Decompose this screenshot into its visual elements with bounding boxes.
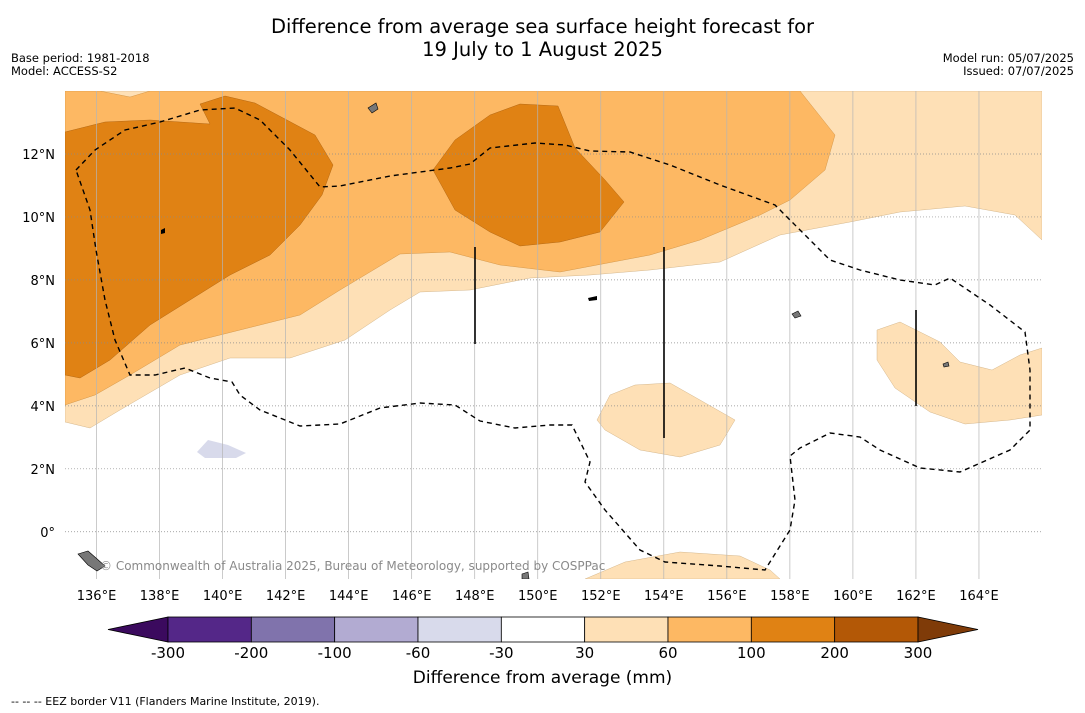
latitude-tick-label: 4°N	[31, 400, 56, 415]
longitude-tick-label: 138°E	[140, 589, 180, 604]
colorbar-extend-min	[107, 616, 169, 643]
colorbar-tick-label: 30	[575, 644, 594, 662]
colorbar-segment	[750, 616, 836, 643]
colorbar-tick-label: 60	[658, 644, 677, 662]
latitude-tick-label: 0°	[40, 526, 55, 541]
longitude-tick-label: 164°E	[959, 589, 999, 604]
map-plot-area: © Commonwealth of Australia 2025, Bureau…	[65, 91, 1042, 579]
island	[588, 296, 597, 301]
latitude-tick-label: 8°N	[31, 274, 56, 289]
latitude-tick-label: 10°N	[22, 211, 55, 226]
island	[791, 310, 802, 319]
colorbar-extend-max	[917, 616, 979, 643]
island	[77, 550, 106, 572]
colorbar-tick-label: 300	[904, 644, 933, 662]
longitude-tick-label: 156°E	[707, 589, 747, 604]
map-credit: © Commonwealth of Australia 2025, Bureau…	[100, 559, 605, 573]
colorbar-tick-label: -60	[406, 644, 431, 662]
longitude-tick-labels: 136°E 138°E 140°E 142°E 144°E 146°E 148°E 150°E…	[77, 589, 999, 604]
contour-100-200-central	[432, 103, 625, 247]
colorbar-segment	[417, 616, 502, 643]
colorbar-segment	[834, 616, 919, 643]
contour-30-60-east	[876, 321, 1042, 425]
longitude-tick-label: 148°E	[455, 589, 495, 604]
island	[942, 361, 950, 368]
island	[367, 102, 379, 114]
colorbar-segment	[167, 616, 252, 643]
longitude-tick-label: 150°E	[518, 589, 558, 604]
contour-100-200-west	[65, 95, 334, 379]
longitude-tick-label: 136°E	[77, 589, 117, 604]
longitude-tick-label: 140°E	[203, 589, 243, 604]
longitude-tick-label: 154°E	[644, 589, 684, 604]
colorbar-tick-label: -30	[489, 644, 514, 662]
latitude-tick-labels: 12°N 10°N 8°N 6°N 4°N 2°N 0°	[22, 148, 55, 541]
longitude-tick-label: 146°E	[392, 589, 432, 604]
map-title-line-1: Difference from average sea surface heig…	[270, 15, 815, 38]
colorbar-tick-label: -200	[234, 644, 268, 662]
island	[521, 571, 530, 579]
colorbar-segment	[500, 616, 586, 643]
eez-border	[75, 107, 1031, 571]
model-run-text: Model run: 05/07/2025	[942, 51, 1074, 65]
map-title-line-2: 19 July to 1 August 2025	[422, 38, 663, 61]
contour-30-60-bottom	[584, 551, 781, 579]
base-period-text: Base period: 1981-2018	[11, 51, 150, 65]
longitude-tick-label: 152°E	[581, 589, 621, 604]
colorbar-tick-label: 100	[737, 644, 766, 662]
issued-text: Issued: 07/07/2025	[963, 64, 1074, 78]
colorbar-tick-label: 200	[820, 644, 849, 662]
longitude-tick-label: 142°E	[266, 589, 306, 604]
eez-footnote: -- -- -- EEZ border V11 (Flanders Marine…	[11, 695, 320, 708]
contour-neg-30-60	[197, 440, 246, 458]
island	[161, 228, 165, 234]
meta-left: Base period: 1981-2018 Model: ACCESS-S2	[11, 52, 150, 78]
colorbar: -300 -200 -100 -60 -30 30 60 100 200 300	[107, 616, 979, 662]
colorbar-segment	[667, 616, 752, 643]
longitude-tick-label: 160°E	[833, 589, 873, 604]
gridlines	[65, 91, 1042, 579]
longitude-tick-label: 144°E	[329, 589, 369, 604]
contour-30-60-south	[596, 382, 736, 458]
colorbar-segment	[334, 616, 419, 643]
colorbar-segment	[584, 616, 669, 643]
latitude-tick-label: 2°N	[31, 463, 56, 478]
meta-right: Model run: 05/07/2025 Issued: 07/07/2025	[943, 52, 1074, 78]
model-text: Model: ACCESS-S2	[11, 64, 118, 78]
colorbar-label: Difference from average (mm)	[412, 668, 673, 688]
latitude-tick-label: 12°N	[22, 148, 55, 163]
colorbar-tick-label: -100	[318, 644, 352, 662]
longitude-tick-label: 158°E	[770, 589, 810, 604]
latitude-tick-label: 6°N	[31, 337, 56, 352]
longitude-tick-label: 162°E	[896, 589, 936, 604]
colorbar-tick-label: -300	[151, 644, 185, 662]
colorbar-segment	[250, 616, 336, 643]
